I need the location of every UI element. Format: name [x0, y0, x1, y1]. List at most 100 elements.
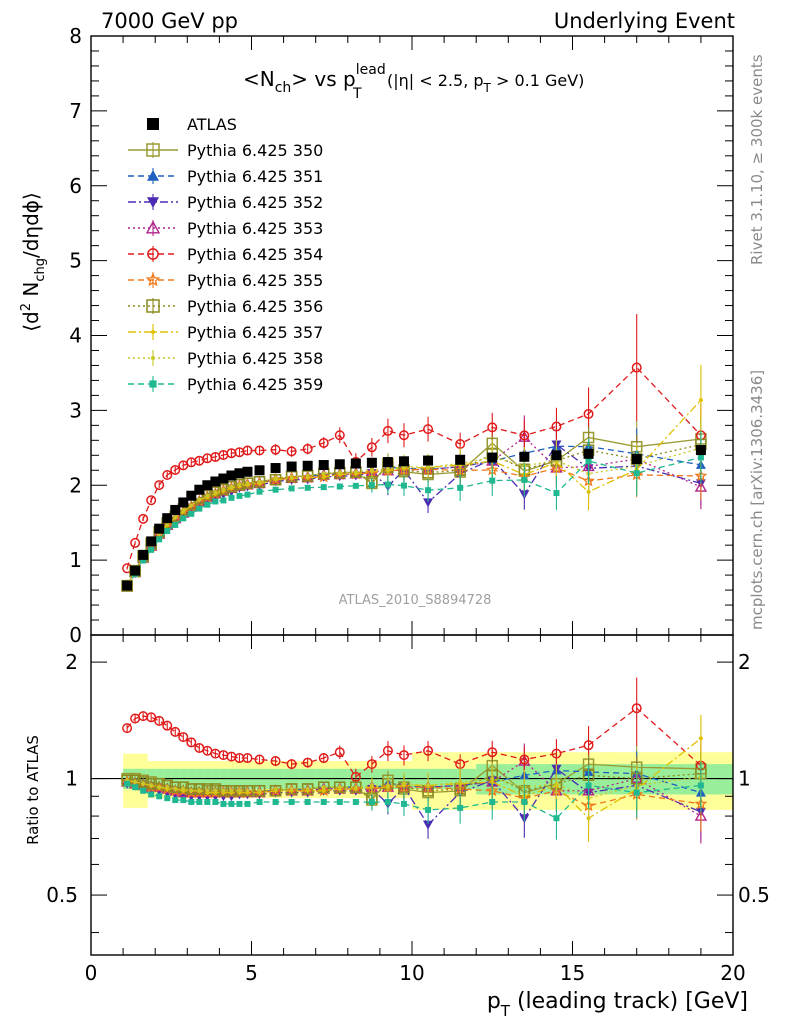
- legend-label: Pythia 6.425 351: [187, 167, 323, 186]
- data-point-main: [212, 498, 219, 505]
- data-point-main: [302, 443, 313, 454]
- legend-marker: [145, 272, 161, 287]
- y-tick-label: 0: [69, 623, 82, 647]
- data-point-ratio: [197, 788, 202, 793]
- data-point-ratio: [487, 747, 498, 758]
- legend-item-10: Pythia 6.425 359: [128, 375, 323, 394]
- data-point-ratio: [489, 798, 496, 805]
- series-line-ratio: [126, 776, 701, 799]
- ratio-y-tick-label-left: 0.5: [46, 883, 78, 907]
- header-left: 7000 GeV pp: [101, 9, 238, 33]
- data-point-main: [489, 477, 496, 484]
- data-point-main: [164, 528, 171, 535]
- data-point-main: [318, 437, 329, 448]
- data-point-ratio: [165, 785, 170, 790]
- data-point-main: [146, 495, 157, 506]
- data-point-main: [245, 481, 250, 486]
- x-tick-label: 15: [560, 961, 585, 985]
- data-point-ratio: [173, 786, 178, 791]
- legend-marker: [151, 330, 155, 334]
- data-point-main: [140, 557, 147, 564]
- y-tick-label: 4: [69, 324, 82, 348]
- data-point-main: [257, 479, 262, 484]
- data-point-main: [286, 446, 297, 457]
- data-point-ratio: [164, 795, 171, 802]
- y-tick-label: 2: [69, 473, 82, 497]
- data-point-main: [633, 470, 640, 477]
- atlas-point: [218, 473, 229, 484]
- data-point-ratio: [141, 781, 146, 786]
- data-point-main: [336, 483, 343, 490]
- data-point-ratio: [384, 798, 391, 805]
- y-tick-label: 3: [69, 398, 82, 422]
- legend-item-9: Pythia 6.425 358: [128, 349, 323, 368]
- data-point-ratio: [236, 800, 243, 807]
- data-point-ratio: [256, 798, 263, 805]
- atlas-point: [318, 460, 329, 471]
- series-line-main: [126, 436, 702, 587]
- atlas-point: [122, 580, 133, 591]
- data-point-main: [382, 425, 393, 436]
- legend-marker: [147, 170, 159, 181]
- series-line-main: [126, 443, 702, 587]
- series-line-main: [126, 467, 701, 587]
- data-point-ratio: [172, 797, 179, 804]
- data-point-ratio: [148, 791, 155, 798]
- x-axis-label: pT (leading track) [GeV]: [487, 989, 748, 1020]
- data-point-main: [521, 476, 528, 483]
- data-point-ratio: [204, 798, 211, 805]
- atlas-point: [350, 458, 361, 469]
- data-point-ratio: [366, 759, 377, 770]
- data-point-main: [487, 422, 498, 433]
- data-point-ratio: [382, 745, 393, 756]
- legend-marker: [151, 356, 155, 360]
- data-point-ratio: [385, 783, 390, 788]
- data-point-ratio: [237, 788, 242, 793]
- data-point-ratio: [132, 784, 139, 791]
- atlas-point: [398, 456, 409, 467]
- atlas-point: [423, 455, 434, 466]
- ratio-y-tick-label-right: 1: [738, 767, 751, 791]
- title-cut: (|η| < 2.5, pT > 0.1 GeV): [387, 71, 584, 95]
- data-point-ratio: [401, 781, 406, 786]
- data-point-ratio: [304, 798, 311, 805]
- data-point-main: [288, 485, 295, 492]
- data-point-ratio: [257, 788, 262, 793]
- data-point-main: [551, 421, 562, 432]
- data-point-ratio: [213, 788, 218, 793]
- data-point-ratio: [228, 800, 235, 807]
- data-point-ratio: [178, 732, 189, 743]
- data-point-main: [229, 484, 234, 489]
- data-point-main: [553, 490, 560, 497]
- data-point-ratio: [272, 798, 279, 805]
- data-point-ratio: [186, 737, 197, 748]
- legend-item-5: Pythia 6.425 354: [128, 245, 323, 264]
- data-point-main: [204, 501, 211, 508]
- rivet-version-label: Rivet 3.1.10, ≥ 300k events: [748, 54, 766, 265]
- data-point-main: [384, 481, 391, 488]
- atlas-point: [162, 513, 173, 524]
- data-point-ratio: [288, 798, 295, 805]
- data-point-main: [197, 497, 202, 502]
- data-point-ratio: [521, 798, 528, 805]
- data-point-ratio: [551, 748, 562, 759]
- ratio-y-tick-label-right: 0.5: [738, 883, 770, 907]
- ratio-y-tick-label-left: 1: [65, 767, 78, 791]
- ratio-y-tick-label-left: 2: [65, 650, 78, 674]
- data-point-main: [270, 444, 281, 455]
- data-point-ratio: [318, 753, 329, 764]
- y-axis-label-top: ⟨d2 Nchg/dηdϕ⟩: [19, 192, 48, 332]
- data-point-ratio: [631, 703, 642, 714]
- data-point-ratio: [585, 782, 592, 789]
- series-atlas: [122, 445, 706, 591]
- data-point-ratio: [189, 788, 194, 793]
- series-358: [125, 420, 703, 822]
- atlas-point: [382, 457, 393, 468]
- data-point-ratio: [254, 754, 265, 765]
- data-point-main: [426, 465, 431, 470]
- mcplots-source-label: mcplots.cern.ch [arXiv:1306.3436]: [748, 370, 766, 630]
- data-point-main: [130, 537, 141, 548]
- data-point-main: [334, 430, 345, 441]
- y-axis-label-ratio: Ratio to ATLAS: [24, 735, 42, 845]
- y-tick-label: 1: [69, 548, 82, 572]
